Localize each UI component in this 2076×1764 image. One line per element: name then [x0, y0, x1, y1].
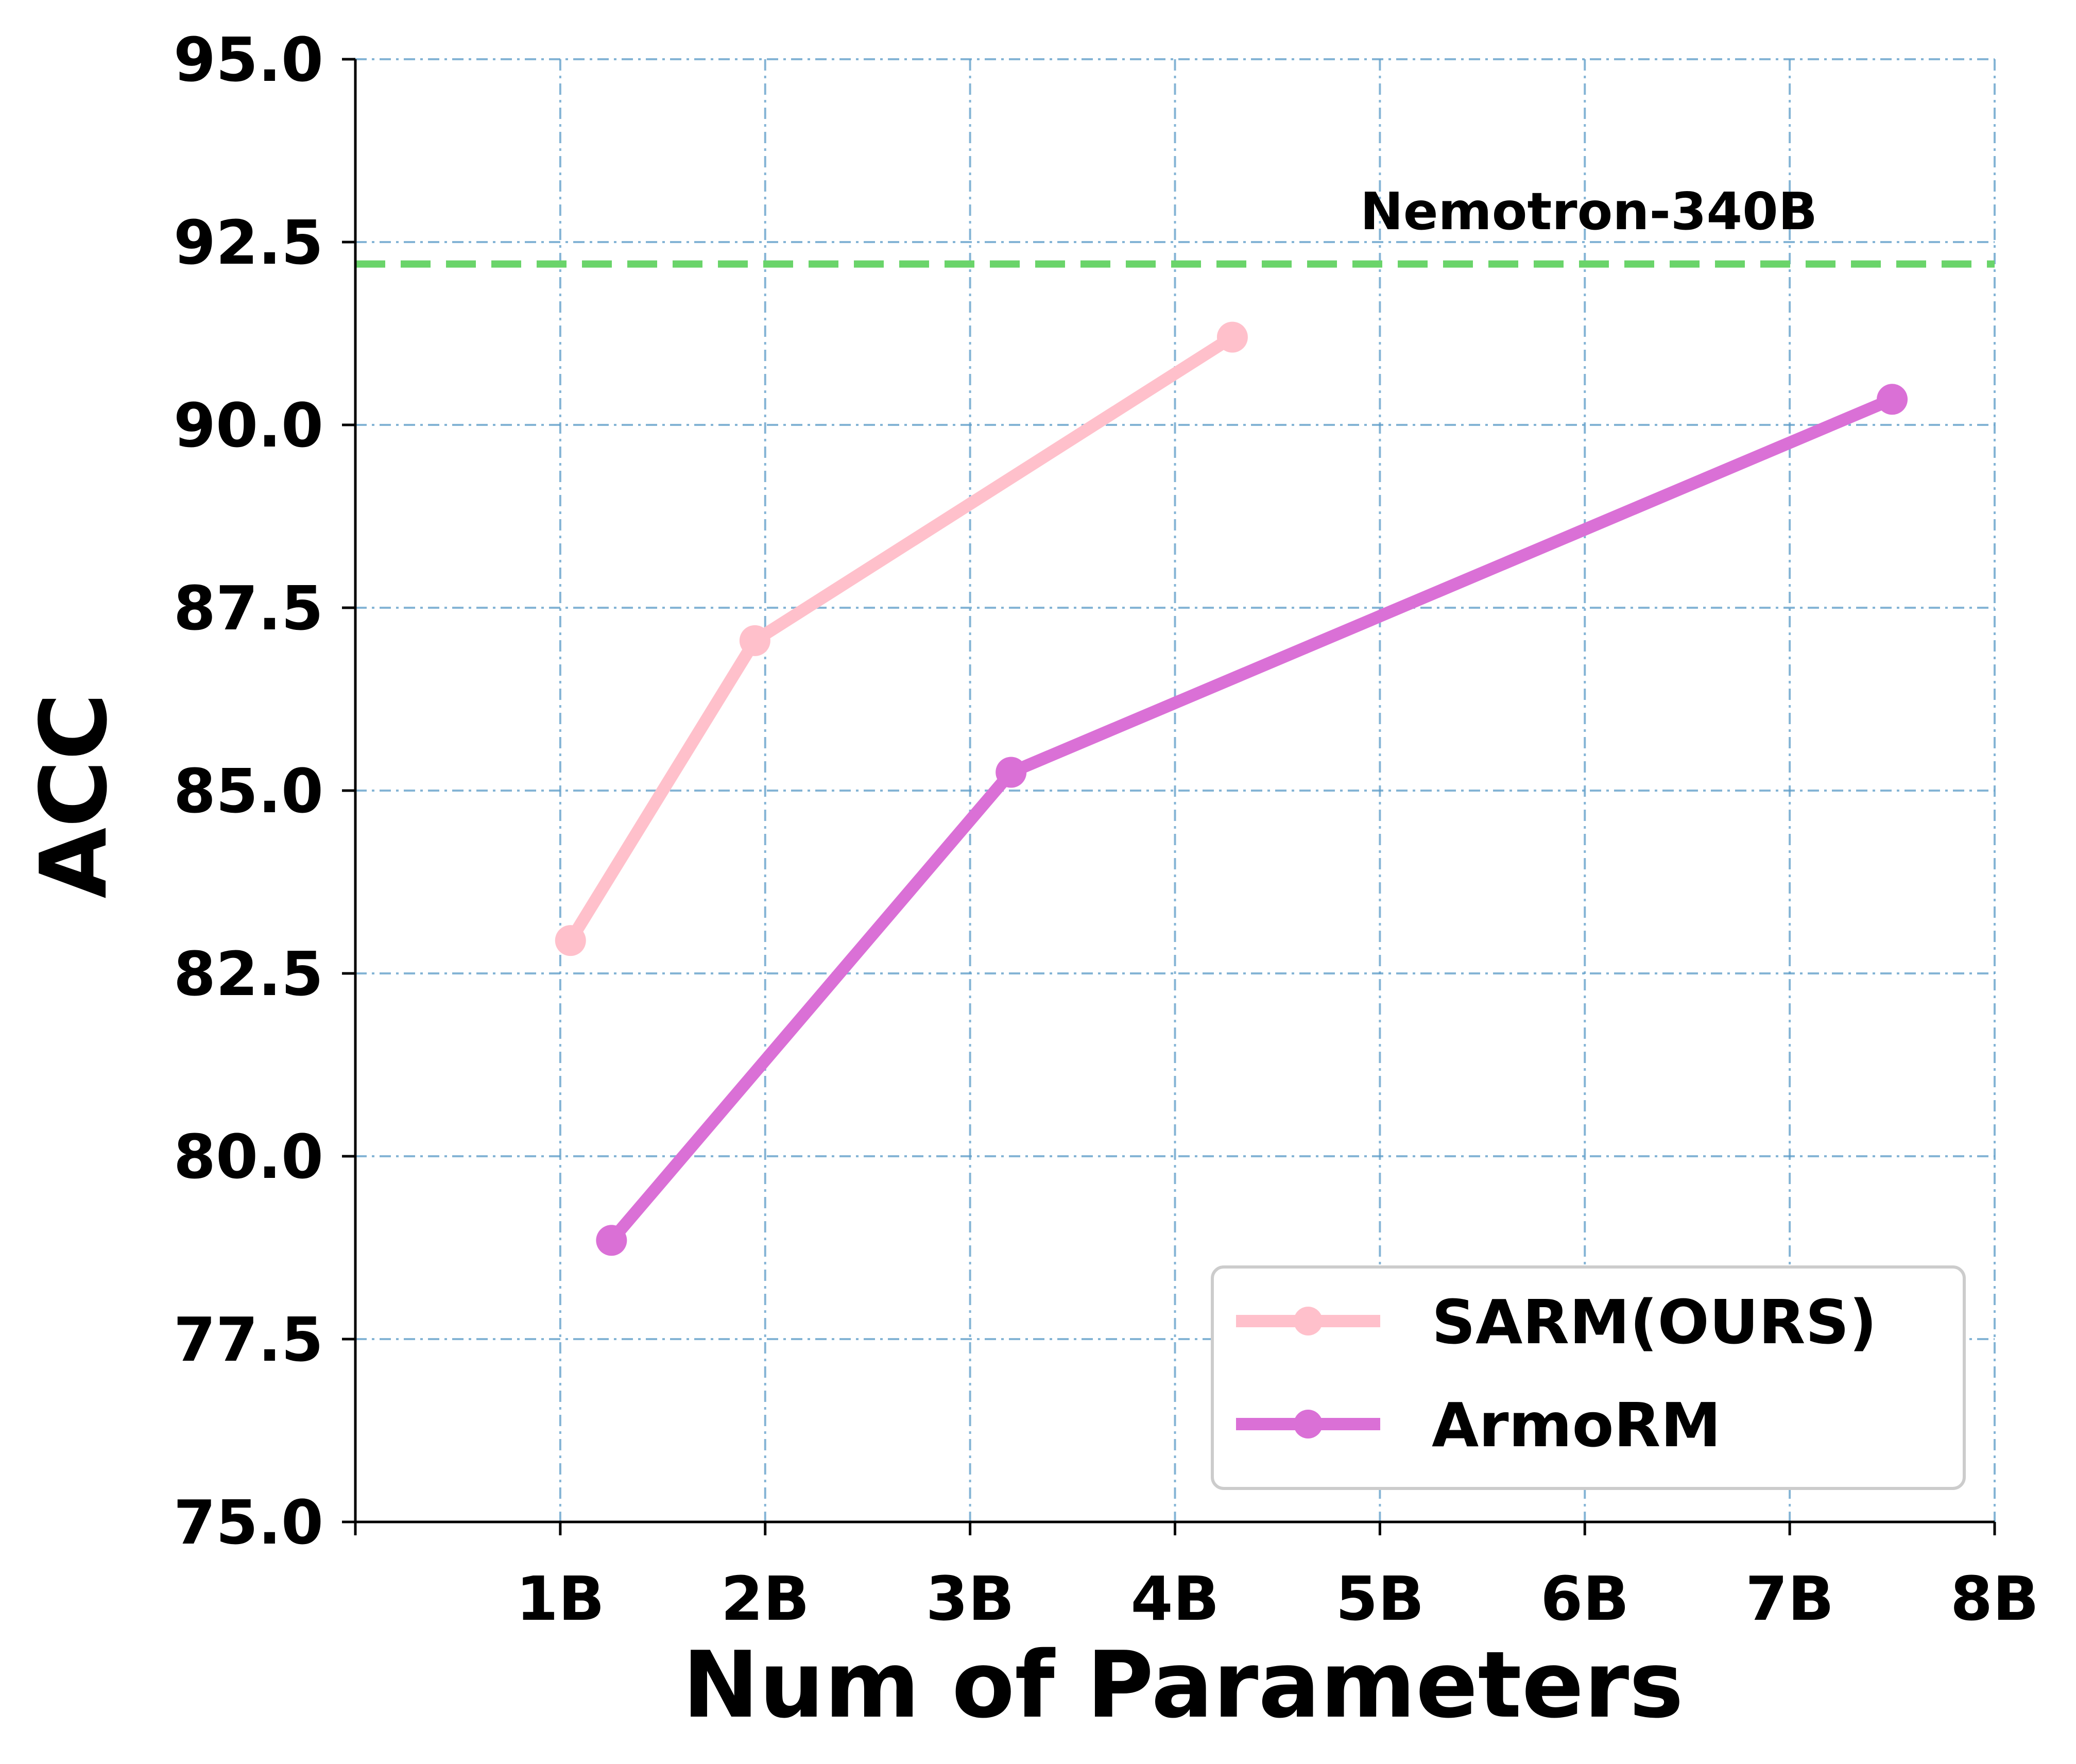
x-tick-label: 2B [721, 1563, 810, 1634]
data-point [739, 625, 770, 656]
tick-labels: 75.0 77.5 80.0 82.5 85.0 87.5 90.0 92.5 95.0 1B 2B… [174, 24, 2039, 1634]
legend-swatch-marker [1294, 1410, 1323, 1438]
x-axis-title: Num of Parameters [682, 1632, 1684, 1738]
data-point [1216, 321, 1248, 353]
x-tick-label: 6B [1540, 1563, 1629, 1634]
x-tick-label: 3B [926, 1563, 1015, 1634]
legend-swatch-marker [1294, 1307, 1323, 1335]
data-point [996, 757, 1027, 788]
x-tick-label: 1B [516, 1563, 605, 1634]
y-tick-label: 75.0 [174, 1487, 323, 1558]
x-tick-label: 5B [1335, 1563, 1424, 1634]
y-tick-label: 77.5 [174, 1304, 323, 1375]
legend-label: SARM(OURS) [1432, 1287, 1877, 1358]
y-tick-label: 92.5 [174, 207, 323, 278]
y-tick-label: 87.5 [174, 573, 323, 644]
axes [342, 58, 1996, 1535]
x-tick-label: 8B [1950, 1563, 2039, 1634]
x-tick-label: 7B [1745, 1563, 1834, 1634]
y-tick-label: 85.0 [174, 756, 323, 827]
y-tick-label: 90.0 [174, 390, 323, 461]
legend-label: ArmoRM [1432, 1390, 1721, 1461]
y-tick-label: 82.5 [174, 938, 323, 1009]
legend-box [1211, 1265, 1966, 1490]
y-tick-label: 80.0 [174, 1121, 323, 1192]
legend: SARM(OURS) ArmoRM [1211, 1265, 1966, 1490]
data-point [596, 1225, 627, 1256]
y-axis-title: ACC [21, 693, 127, 898]
data-point [1877, 384, 1908, 415]
series-group [555, 321, 1908, 1256]
x-tick-label: 4B [1130, 1563, 1219, 1634]
data-point [555, 925, 586, 956]
reference-line-label: Nemotron-340B [1360, 181, 1817, 242]
y-tick-label: 95.0 [174, 24, 323, 95]
